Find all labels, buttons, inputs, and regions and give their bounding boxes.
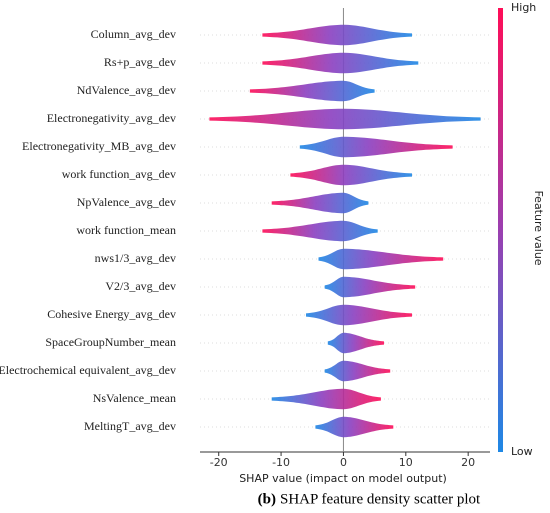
feature-label: NsValence_mean (93, 391, 176, 405)
x-tick-label: 20 (461, 456, 475, 469)
feature-label: Electronegativity_MB_avg_dev (22, 139, 176, 153)
density (324, 360, 391, 382)
feature-label: Rs+p_avg_dev (104, 55, 176, 69)
density (249, 80, 375, 102)
density (271, 192, 369, 214)
feature-label: V2/3_avg_dev (105, 279, 176, 293)
density (209, 108, 481, 130)
density (315, 416, 394, 438)
feature-label: work function_avg_dev (62, 167, 176, 181)
feature-label: SpaceGroupNumber_mean (45, 335, 176, 349)
feature-label: Cohesive Energy_avg_dev (47, 307, 176, 321)
density (262, 24, 412, 46)
colorbar-low: Low (511, 445, 533, 458)
feature-label: nws1/3_avg_dev (95, 251, 176, 265)
caption-label: (b) (258, 491, 276, 507)
feature-label: work function_mean (76, 223, 176, 237)
density (324, 276, 416, 298)
feature-label: NdValence_avg_dev (77, 83, 176, 97)
x-tick-label: 10 (399, 456, 413, 469)
feature-label: Electrochemical equivalent_avg_dev (0, 363, 176, 377)
x-tick-label: -20 (210, 456, 228, 469)
x-tick-label: 0 (340, 456, 347, 469)
x-axis-label: SHAP value (impact on model output) (239, 472, 447, 485)
colorbar-label: Feature value (532, 190, 545, 265)
feature-label: MeltingT_avg_dev (84, 419, 176, 433)
feature-label: NpValence_avg_dev (77, 195, 176, 209)
feature-label: Column_avg_dev (91, 27, 176, 41)
feature-label: Electronegativity_avg_dev (47, 111, 176, 125)
density (262, 220, 378, 242)
colorbar (498, 8, 503, 452)
density (271, 388, 381, 410)
x-tick-label: -10 (272, 456, 290, 469)
density (262, 52, 419, 74)
density (306, 304, 412, 326)
density (318, 248, 444, 270)
density (327, 332, 384, 354)
caption: SHAP feature density scatter plot (280, 491, 481, 507)
colorbar-high: High (511, 1, 536, 14)
density (299, 136, 453, 158)
density (290, 164, 412, 186)
